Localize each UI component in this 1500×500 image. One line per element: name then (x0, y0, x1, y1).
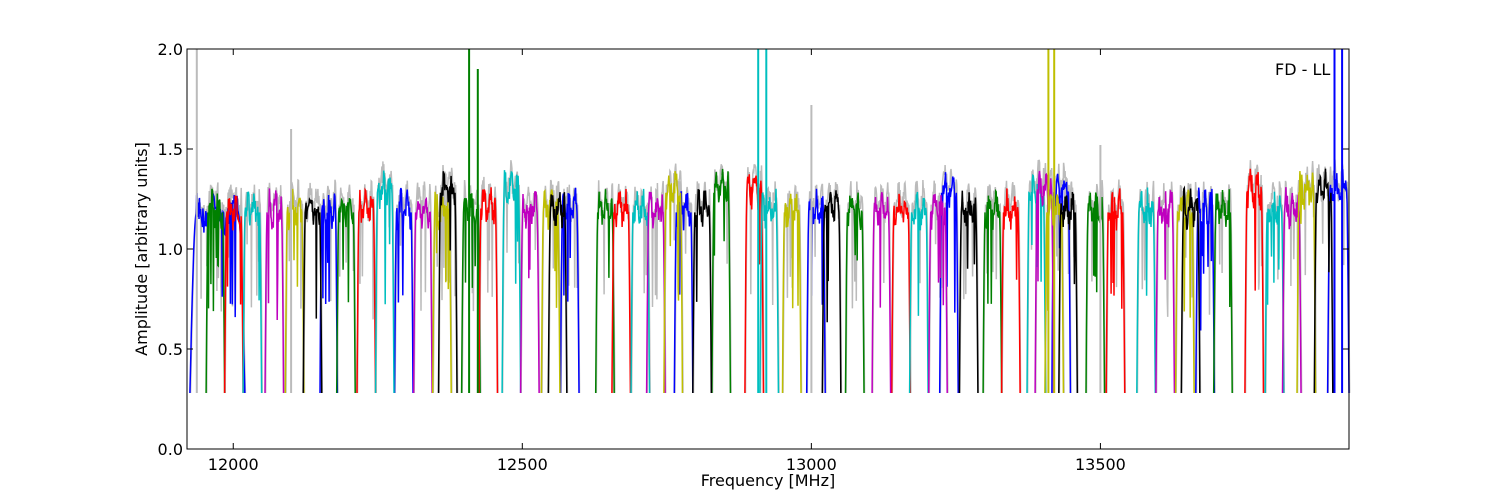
series-1-band-6 (982, 188, 1003, 394)
series-0-band-8 (1195, 187, 1216, 394)
series-2-band-8 (1244, 168, 1265, 394)
series-4-band-7 (1155, 190, 1176, 394)
series-1-band-8 (1212, 189, 1233, 394)
series-0-band-2 (393, 187, 414, 394)
series-6-band-2 (547, 192, 568, 394)
x-tick-label: 12500 (497, 455, 548, 474)
series-2-band-6 (1000, 188, 1021, 394)
series-0-band-3 (559, 187, 580, 394)
y-tick-label: 0.0 (158, 440, 183, 459)
series-5-band-3 (663, 171, 684, 394)
series-4-band-5 (927, 193, 948, 394)
y-tick-label: 2.0 (158, 40, 183, 59)
series-2-band-4 (744, 174, 765, 394)
y-tick-label: 1.5 (158, 140, 183, 159)
series-6-band-3 (692, 189, 713, 394)
series-6-band-0 (302, 197, 323, 394)
background-trace-6-1 (438, 164, 459, 394)
background-trace-2-6 (1001, 180, 1022, 394)
series-6-band-4 (821, 190, 842, 394)
series-4-band-2 (519, 190, 540, 394)
series-5-band-4 (781, 193, 802, 394)
series-3-band-7 (1136, 187, 1157, 394)
series-6-band-5 (958, 190, 979, 394)
series-2-band-3 (611, 188, 632, 394)
series-1-band-3 (594, 189, 615, 394)
series-4-band-0 (264, 188, 285, 394)
series-3-band-5 (908, 191, 929, 394)
series-2-band-1 (356, 187, 377, 394)
tick-layer: 12000 12500 13000 13500 0.0 0.5 1.0 1.5 2.0 (158, 40, 1349, 474)
y-tick-label: 1.0 (158, 240, 183, 259)
series-2-band-2 (478, 187, 499, 394)
background-trace-0-2 (394, 180, 415, 394)
background-trace-3-3 (630, 186, 651, 394)
x-axis-label: Frequency [MHz] (701, 471, 835, 490)
series-2-band-0 (223, 195, 244, 394)
series-1-band-4 (711, 168, 732, 394)
x-tick-label: 13000 (786, 455, 837, 474)
background-trace-4-6 (1034, 159, 1055, 394)
series-2-band-7 (1105, 188, 1126, 394)
series-2-band-5 (890, 193, 911, 394)
series-4-band-1 (412, 196, 433, 394)
series-3-band-3 (630, 188, 651, 394)
series-1-band-0 (205, 188, 226, 394)
background-trace-2-2 (478, 176, 499, 394)
background-trace-0-1 (319, 179, 339, 394)
series-0-band-1 (319, 193, 339, 394)
x-tick-label: 13500 (1075, 455, 1126, 474)
series-6-band-1 (437, 171, 458, 394)
series-6-band-6 (1058, 191, 1079, 394)
series-3-band-2 (501, 170, 522, 394)
x-tick-label: 12000 (208, 455, 259, 474)
series-4-band-6 (1034, 170, 1055, 394)
series-0-band-5 (805, 188, 826, 394)
series-5-band-0 (284, 188, 305, 394)
series-3-band-4 (759, 188, 780, 394)
series-1-band-5 (844, 192, 865, 394)
panel-annotation: FD - LL (1275, 60, 1330, 79)
series-5-band-7 (1296, 171, 1317, 394)
series-3-band-8 (1264, 191, 1285, 394)
series-6-band-7 (1180, 185, 1201, 394)
series-1-band-1 (335, 197, 356, 394)
background-trace-4-1 (413, 181, 434, 394)
series-6-band-8 (1313, 168, 1334, 394)
series-0-band-6 (938, 172, 959, 394)
background-trace-2-5 (891, 179, 912, 394)
series-4-band-4 (871, 192, 892, 394)
trace-layer (189, 49, 1351, 394)
y-axis-label: Amplitude [arbitrary units] (132, 142, 151, 356)
y-tick-label: 0.5 (158, 340, 183, 359)
series-5-band-6 (1174, 189, 1195, 394)
series-4-band-3 (645, 191, 666, 394)
series-4-band-8 (1281, 187, 1302, 394)
series-3-band-0 (242, 191, 263, 394)
series-3-band-1 (374, 170, 395, 394)
